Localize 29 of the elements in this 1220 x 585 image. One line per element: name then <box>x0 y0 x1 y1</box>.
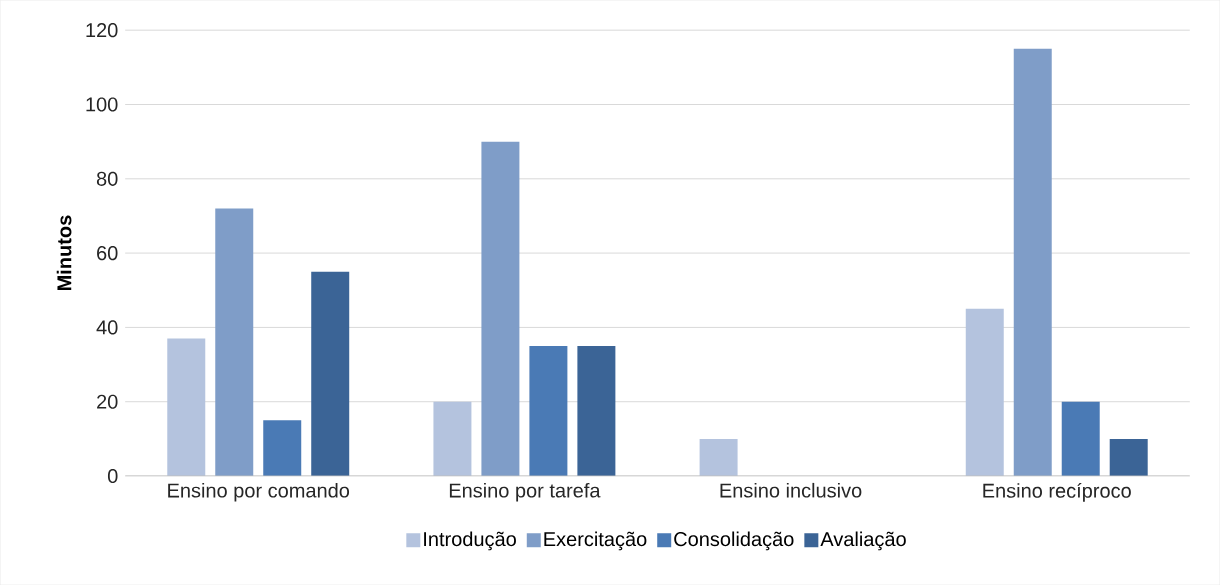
y-tick-label: 120 <box>86 23 118 38</box>
bar <box>433 401 472 476</box>
bar <box>263 420 302 476</box>
legend-label: Avaliação <box>820 531 906 551</box>
bar <box>481 141 520 476</box>
x-tick-label: Ensino inclusivo <box>720 482 862 498</box>
bar <box>1061 401 1100 476</box>
legend-label: Consolidação <box>674 531 794 551</box>
y-tick-label: 40 <box>96 320 118 335</box>
legend-label: Introdução <box>424 531 516 551</box>
x-tick-label: Ensino por comando <box>168 482 350 502</box>
x-tick-label: Ensino por tarefa <box>449 482 601 502</box>
bar <box>215 208 254 476</box>
bar <box>529 345 568 476</box>
y-tick-label: 60 <box>97 245 118 261</box>
bar <box>311 271 350 476</box>
bar <box>577 345 616 476</box>
legend-label: Exercitação <box>544 531 647 551</box>
bar <box>699 438 738 476</box>
x-tick-label: Ensino recíproco <box>983 482 1131 502</box>
bar <box>1109 438 1148 476</box>
y-tick-label: 80 <box>96 171 118 186</box>
bar <box>1013 48 1052 476</box>
y-axis-title: Minutos <box>56 215 72 290</box>
y-tick-label: 100 <box>86 97 118 112</box>
y-tick-label: 20 <box>97 394 118 409</box>
bar <box>167 338 206 476</box>
y-tick-label: 0 <box>107 468 118 484</box>
bar <box>965 308 1004 476</box>
